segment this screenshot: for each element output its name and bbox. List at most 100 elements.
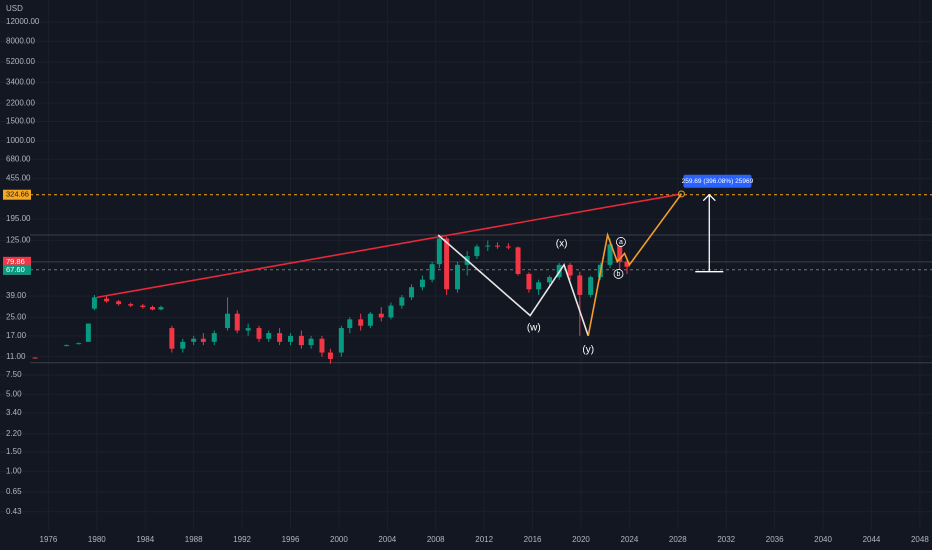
candle-body [485, 245, 491, 247]
candle-body [308, 338, 314, 346]
y-tick-label: 680.00 [6, 154, 31, 163]
trend-drawing [437, 234, 590, 337]
x-tick-label: 2028 [669, 535, 687, 544]
candle-body [200, 338, 206, 342]
candle-body [277, 333, 283, 342]
candle-body [211, 333, 217, 342]
candle-body [32, 357, 38, 359]
candle-body [567, 264, 573, 276]
y-tick-label: 2.20 [6, 429, 22, 438]
trend-drawing [587, 193, 683, 337]
y-tick-label: 8000.00 [6, 36, 35, 45]
candle-body [338, 328, 344, 353]
candle-body [588, 277, 594, 295]
price-label-box [3, 189, 31, 200]
candle-body [419, 279, 425, 288]
x-tick-label: 2040 [814, 535, 832, 544]
x-tick-label: 1976 [40, 535, 58, 544]
wave-circle [613, 269, 624, 279]
measure-arrow [702, 193, 716, 202]
x-tick-label: 1984 [136, 535, 154, 544]
wave-label: (x) [556, 239, 568, 250]
candle-body [474, 246, 480, 257]
candle-body [116, 301, 122, 305]
candle-body [429, 264, 435, 280]
candle-body [319, 338, 325, 353]
x-tick-label: 2036 [766, 535, 784, 544]
candle-body [287, 335, 293, 342]
x-tick-label: 2044 [863, 535, 881, 544]
candle-body [378, 313, 384, 318]
candle-body [169, 328, 175, 349]
y-tick-label: 455.00 [6, 174, 31, 183]
x-tick-label: 2032 [717, 535, 735, 544]
candle-body [607, 244, 613, 265]
candle-body [399, 297, 405, 306]
price-label: 324.66 [6, 190, 29, 199]
x-tick-label: 2020 [572, 535, 590, 544]
candle-body [455, 264, 461, 290]
y-tick-label: 125.00 [6, 236, 31, 245]
x-tick-label: 1992 [233, 535, 251, 544]
wave-circle [616, 237, 626, 247]
candle-body [494, 245, 500, 247]
measure-label-box [683, 174, 752, 188]
wave-label: (y) [582, 344, 594, 355]
x-tick-label: 1980 [88, 535, 106, 544]
candle-body [191, 338, 197, 342]
candle-body [104, 298, 110, 302]
price-label: 79.86 [6, 257, 25, 266]
x-tick-label: 2000 [330, 535, 348, 544]
y-tick-label: 1.50 [6, 447, 22, 456]
x-tick-label: 1996 [282, 535, 300, 544]
candle-body [64, 345, 70, 347]
x-tick-label: 1988 [185, 535, 203, 544]
candle-body [150, 307, 156, 310]
y-tick-label: 195.00 [6, 214, 31, 223]
x-tick-label: 2048 [911, 535, 929, 544]
price-label: 67.60 [6, 265, 25, 274]
x-tick-label: 2024 [621, 535, 639, 544]
y-tick-label: 0.43 [6, 507, 22, 516]
candle-body [76, 343, 82, 345]
candle-body [577, 275, 583, 295]
wave-label: b [617, 271, 621, 278]
candle-body [180, 341, 186, 349]
x-tick-label: 2016 [524, 535, 542, 544]
x-tick-label: 2012 [475, 535, 493, 544]
candle-body [234, 313, 240, 331]
candle-body [388, 305, 394, 318]
wave-label: (w) [527, 323, 541, 334]
wave-label: a [619, 239, 623, 246]
candle-body [140, 305, 146, 308]
candle-body [526, 273, 532, 290]
y-tick-label: 5.00 [6, 390, 22, 399]
trend-drawing [96, 193, 682, 299]
y-tick-label: 11.00 [6, 352, 26, 361]
y-tick-label: 3.40 [6, 408, 22, 417]
y-tick-label: 0.65 [6, 487, 22, 496]
y-tick-label: 39.00 [6, 291, 27, 300]
candle-body [617, 244, 623, 262]
candle-body [327, 352, 333, 359]
y-tick-label: 1000.00 [6, 136, 35, 145]
y-tick-label: 3400.00 [6, 77, 35, 86]
measure-anchor [677, 190, 685, 198]
x-tick-label: 2004 [378, 535, 396, 544]
candle-body [515, 247, 521, 274]
y-tick-label: 17.00 [6, 331, 27, 340]
axis-unit: USD [6, 4, 23, 13]
candle-body [266, 333, 272, 339]
candle-body [358, 319, 364, 326]
y-tick-label: 25.00 [6, 313, 27, 322]
y-tick-label: 12000.00 [6, 17, 40, 26]
candle-body [256, 328, 262, 339]
candle-body [85, 323, 91, 342]
price-label-box [3, 264, 31, 275]
candle-body [347, 319, 353, 329]
x-tick-label: 2008 [427, 535, 445, 544]
candle-body [158, 307, 164, 310]
y-tick-label: 1500.00 [6, 117, 35, 126]
